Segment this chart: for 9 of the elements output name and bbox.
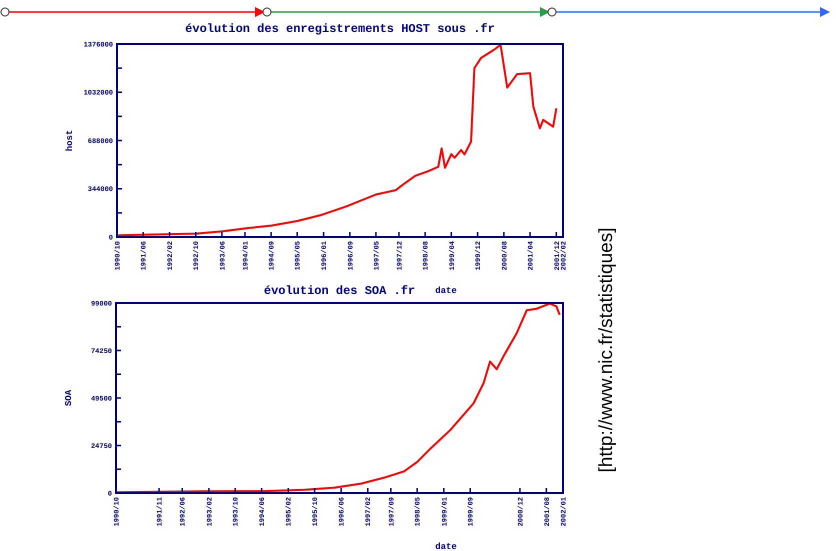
line-series: [115, 302, 561, 494]
chart-title: évolution des enregistrements HOST sous .fr: [185, 22, 495, 36]
x-axis-title: date: [435, 542, 457, 551]
chart-title: évolution des SOA .fr: [264, 284, 416, 298]
line-series: [116, 44, 558, 236]
y-axis-title: SOA: [64, 389, 74, 406]
x-axis-title: date: [435, 286, 457, 296]
y-axis-title: host: [65, 130, 75, 152]
text: [http://www.nic.fr/statistiques]: [596, 228, 617, 472]
